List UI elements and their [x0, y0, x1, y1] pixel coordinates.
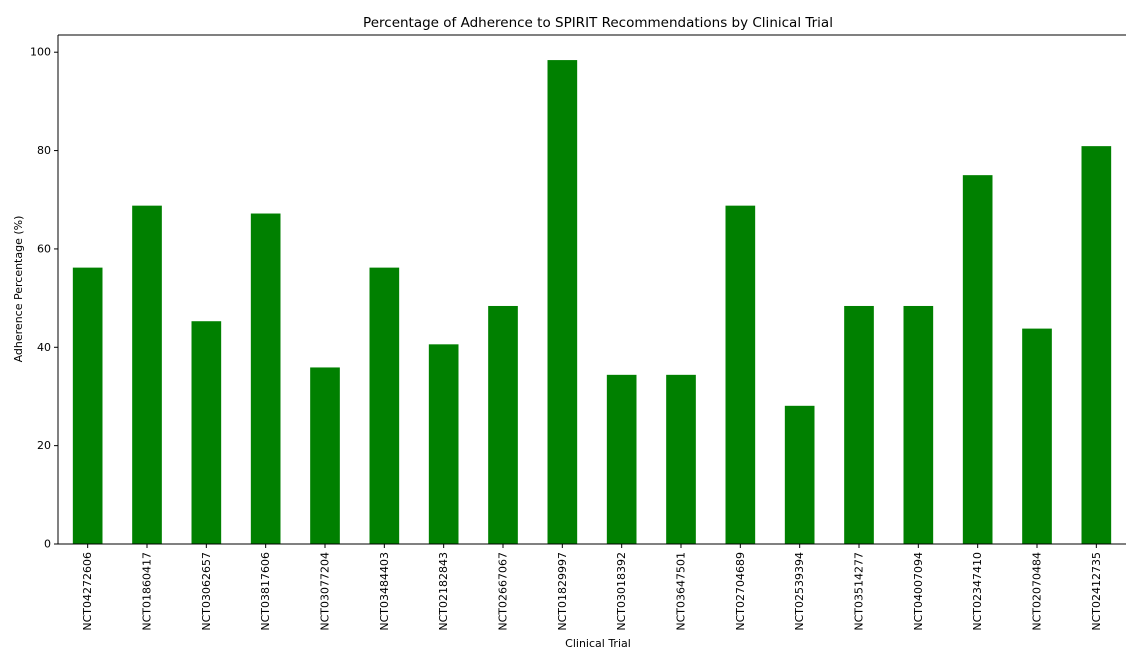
bar-NCT04272606 — [72, 267, 103, 544]
bar-NCT02539394 — [784, 405, 815, 544]
y-tick-label: 40 — [37, 341, 51, 354]
bar-NCT03817606 — [250, 213, 281, 544]
y-axis: 0 20 40 60 80 100 — [30, 46, 58, 551]
x-tick-label: NCT02667067 — [497, 552, 510, 631]
x-tick-label: NCT02412735 — [1090, 552, 1103, 631]
x-tick-label: NCT02070484 — [1031, 552, 1044, 631]
bar-NCT04007094 — [903, 305, 934, 544]
bar-NCT02704689 — [725, 205, 756, 544]
x-tick-label: NCT03077204 — [319, 552, 332, 631]
bar-NCT03647501 — [666, 374, 696, 544]
x-tick-label: NCT02347410 — [971, 552, 984, 631]
bar-NCT03514277 — [844, 305, 874, 544]
x-axis-title: Clinical Trial — [565, 637, 631, 647]
bar-NCT03062657 — [191, 321, 222, 544]
bar-NCT01829997 — [547, 60, 578, 544]
chart-title: Percentage of Adherence to SPIRIT Recomm… — [363, 15, 833, 31]
y-tick-label: 100 — [30, 46, 51, 59]
x-tick-label: NCT04007094 — [912, 552, 925, 631]
x-tick-label: NCT03018392 — [615, 552, 628, 631]
bar-NCT01860417 — [132, 205, 162, 544]
x-tick-label: NCT03514277 — [853, 552, 866, 631]
bar-NCT03018392 — [606, 374, 637, 544]
bar-NCT03077204 — [310, 367, 340, 544]
x-tick-label: NCT02539394 — [793, 552, 806, 631]
bar-NCT02182843 — [428, 344, 459, 544]
bar-NCT02347410 — [962, 175, 993, 544]
bar-NCT02070484 — [1022, 328, 1052, 544]
x-tick-label: NCT04272606 — [81, 552, 94, 631]
x-tick-label: NCT03647501 — [675, 552, 688, 631]
y-tick-label: 60 — [37, 242, 51, 255]
bar-NCT03484403 — [369, 267, 400, 544]
y-axis-title: Adherence Percentage (%) — [12, 216, 25, 363]
x-tick-label: NCT03484403 — [378, 552, 391, 631]
x-tick-label: NCT03062657 — [200, 552, 213, 631]
x-tick-label: NCT02182843 — [437, 552, 450, 631]
x-axis: NCT04272606 NCT01860417 NCT03062657 NCT0381… — [81, 544, 1103, 631]
x-tick-label: NCT01860417 — [141, 552, 154, 631]
bar-NCT02667067 — [488, 305, 518, 544]
x-tick-label: NCT03817606 — [259, 552, 272, 631]
bars-group — [72, 60, 1112, 544]
x-tick-label: NCT01829997 — [556, 552, 569, 631]
x-tick-label: NCT02704689 — [734, 552, 747, 631]
y-tick-label: 20 — [37, 439, 51, 452]
y-tick-label: 80 — [37, 144, 51, 157]
y-tick-label: 0 — [44, 538, 51, 551]
bar-NCT02412735 — [1081, 146, 1112, 544]
